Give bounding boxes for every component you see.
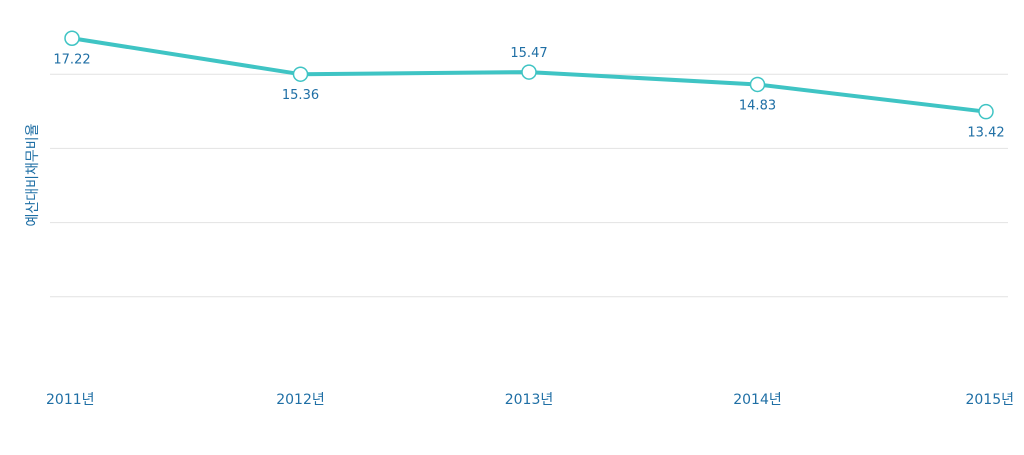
data-label-2013년: 15.47 xyxy=(510,46,547,61)
grid-lines xyxy=(50,73,1008,298)
data-label-2012년: 15.36 xyxy=(282,88,319,103)
x-tick-label: 2014년 xyxy=(733,392,782,408)
x-tick-label: 2013년 xyxy=(505,392,554,408)
x-tick-label: 2012년 xyxy=(276,392,325,408)
data-points xyxy=(64,30,994,120)
y-axis-label: 예산대비채무비율 xyxy=(25,123,41,227)
x-tick-label: 2011년 xyxy=(46,392,95,408)
x-tick-label: 2015년 xyxy=(965,392,1014,408)
data-point-2014년[interactable] xyxy=(749,76,766,93)
data-labels: 17.22 15.36 15.47 14.83 13.42 xyxy=(53,46,1004,141)
data-point-2011년[interactable] xyxy=(64,30,80,47)
data-label-2014년: 14.83 xyxy=(739,98,776,113)
data-label-2015년: 13.42 xyxy=(967,126,1004,141)
x-tick-labels: 2011년 2012년 2013년 2014년 2015년 xyxy=(46,392,1014,408)
data-point-2012년[interactable] xyxy=(292,66,309,82)
data-point-2015년[interactable] xyxy=(978,103,994,120)
data-point-2013년[interactable] xyxy=(521,64,537,80)
y-axis-label-box: 예산대비채무비율 xyxy=(22,90,42,260)
data-label-2011년: 17.22 xyxy=(53,52,90,67)
